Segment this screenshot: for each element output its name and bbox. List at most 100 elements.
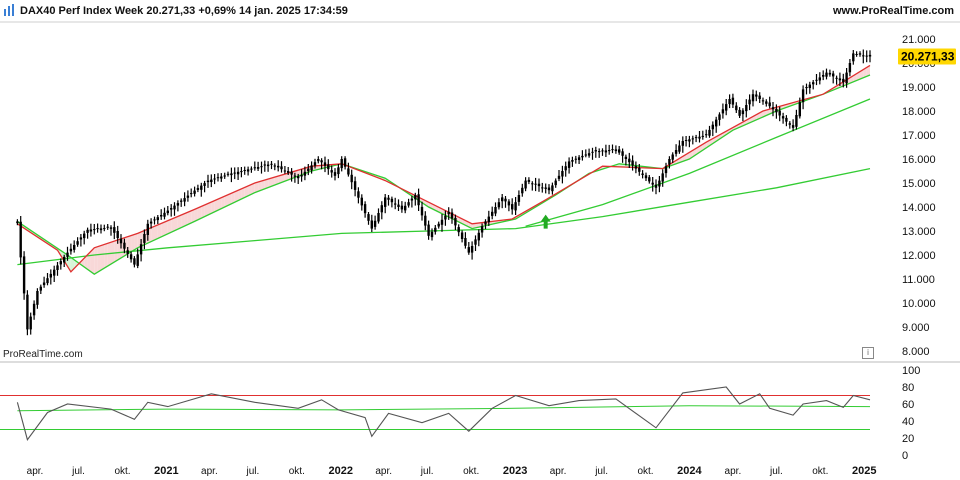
ma-fill-segment [278, 175, 282, 184]
info-icon[interactable]: i [862, 347, 874, 359]
price-bar-body [748, 99, 751, 105]
osc-signal-line [17, 405, 871, 412]
price-bar-body [738, 109, 741, 116]
price-bar-body [604, 150, 608, 153]
price-bar-body [598, 151, 601, 153]
price-bar-body [808, 84, 811, 88]
price-bar-body [149, 221, 153, 224]
price-bar-body [621, 151, 624, 156]
price-bar-body [73, 245, 76, 250]
x-month-label: apr. [725, 466, 742, 477]
price-tick-label: 16.000 [902, 154, 936, 166]
price-bar-body [367, 214, 370, 221]
price-bar-body [293, 175, 297, 177]
price-bar-body [163, 212, 166, 217]
price-bar-body [240, 171, 243, 173]
x-month-label: apr. [375, 466, 392, 477]
price-bar-body [524, 180, 527, 189]
price-bar-body [487, 216, 490, 223]
price-bar-body [300, 175, 303, 177]
x-year-label: 2025 [852, 465, 876, 477]
price-bar-body [153, 219, 156, 221]
price-bar-body [250, 168, 253, 170]
price-bar-body [634, 166, 638, 169]
price-bar-body [387, 197, 390, 200]
ma-fill-segment [251, 183, 255, 195]
price-bar-body [246, 169, 250, 172]
price-bar-body [514, 202, 517, 211]
ma-fill-segment [161, 222, 165, 237]
price-bar-body [577, 157, 581, 160]
price-bar-body [434, 227, 437, 232]
price-bar-body [761, 100, 765, 102]
prorealtime-logo-icon [4, 4, 14, 16]
price-bar-body [373, 220, 377, 227]
price-bar-body [644, 175, 648, 179]
price-bar-body [397, 204, 400, 207]
price-bar-body [357, 191, 360, 198]
price-bar-body [778, 110, 781, 116]
price-bar-body [103, 228, 106, 230]
price-bar-body [484, 221, 487, 225]
price-bar-body [554, 180, 557, 186]
price-bar-body [430, 231, 434, 238]
price-tick-label: 8.000 [902, 346, 930, 358]
osc-tick-label: 80 [902, 382, 914, 394]
price-bar-body [611, 149, 614, 151]
price-bar-body [233, 172, 236, 174]
ma-fill-segment [137, 231, 142, 248]
price-bar-body [86, 229, 89, 233]
price-bar-body [517, 195, 521, 202]
price-bar-body [83, 233, 86, 239]
ma-fill-segment [181, 213, 185, 228]
ma-fill-segment [97, 245, 101, 273]
ma-fill-segment [863, 67, 867, 78]
price-bar-body [852, 53, 855, 62]
price-bar-body [133, 258, 136, 265]
ma-fill-segment [100, 244, 105, 271]
price-bar-body [715, 119, 718, 127]
x-month-label: okt. [812, 466, 828, 477]
price-bar-body [741, 110, 745, 115]
price-bar-body [53, 269, 56, 276]
price-bar-body [109, 227, 113, 229]
ma-mid-line [17, 74, 871, 275]
price-bar-body [42, 282, 46, 286]
ma-fill-segment [294, 170, 299, 178]
ma-fill-segment [248, 184, 252, 196]
price-bar-body [253, 167, 256, 169]
price-bar-body [444, 215, 447, 220]
ma-fill-segment [224, 194, 229, 207]
price-bar-body [256, 167, 260, 169]
ma-fill-segment [94, 246, 98, 275]
price-bar-body [59, 261, 62, 265]
price-tick-label: 15.000 [902, 178, 936, 190]
price-bar-body [226, 173, 230, 175]
price-bar-body [805, 87, 808, 89]
x-month-label: jul. [246, 466, 260, 477]
price-bar-body [220, 176, 223, 179]
x-month-label: jul. [594, 466, 608, 477]
price-bar-body [751, 94, 755, 102]
price-bar-body [343, 158, 347, 167]
price-bar-body [129, 254, 133, 260]
price-bar-body [236, 171, 240, 175]
price-bar-body [310, 165, 313, 171]
price-bar-body [320, 160, 323, 163]
price-bar-body [521, 187, 524, 194]
price-bar-body [407, 202, 410, 206]
price-bar-body [99, 228, 103, 231]
price-bar-body [317, 159, 320, 162]
price-bar-body [266, 164, 270, 167]
site-link[interactable]: www.ProRealTime.com [832, 5, 954, 17]
price-bar-body [360, 197, 363, 206]
price-bar-body [32, 303, 36, 316]
x-year-label: 2024 [677, 465, 702, 477]
price-bar-body [156, 217, 159, 221]
ma-fill-segment [221, 196, 225, 209]
price-bar-body [631, 160, 634, 166]
ma-fill-segment [211, 200, 215, 214]
ma-fill-segment [167, 219, 172, 234]
price-bar-body [708, 129, 711, 136]
